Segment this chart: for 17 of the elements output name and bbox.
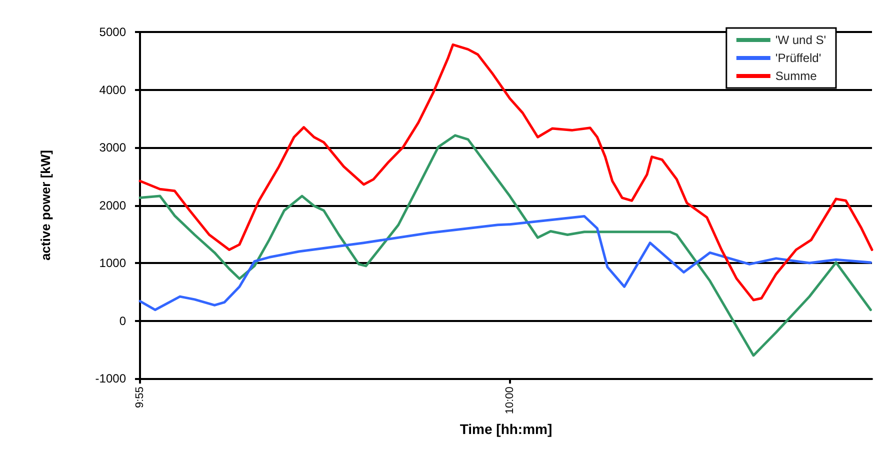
y-axis-title: active power [kW]	[38, 150, 53, 261]
x-tick-label: 10:00	[504, 386, 516, 414]
x-tick-label: 9:55	[134, 386, 146, 408]
line-series	[138, 134, 872, 357]
y-tick-label: 5000	[99, 25, 126, 39]
y-tick-label: 1000	[99, 256, 126, 270]
y-tick-label: 4000	[99, 82, 126, 97]
x-axis-title: Time [hh:mm]	[460, 421, 552, 437]
legend-label: 'W und S'	[775, 33, 826, 47]
y-tick-label: 3000	[99, 140, 126, 155]
legend-label: Summe	[775, 69, 818, 83]
legend-label: 'Prüffeld'	[775, 51, 822, 65]
y-tick-label: -1000	[95, 372, 126, 386]
line-series	[138, 215, 872, 312]
line-series	[138, 43, 874, 302]
y-tick-label: 0	[119, 314, 126, 328]
y-tick-label: 2000	[99, 198, 126, 212]
